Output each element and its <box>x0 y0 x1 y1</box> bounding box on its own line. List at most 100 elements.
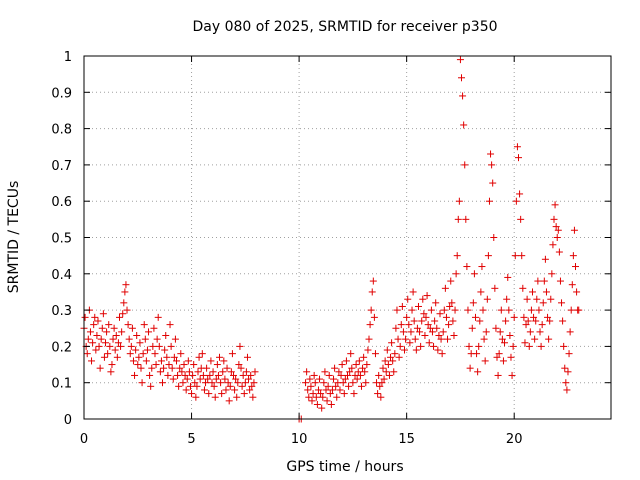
data-point <box>515 154 523 162</box>
data-point <box>320 379 328 387</box>
data-point <box>496 328 504 336</box>
data-point <box>485 197 493 205</box>
data-point <box>375 371 383 379</box>
data-point <box>482 328 490 336</box>
y-tick-label: 0 <box>64 413 72 428</box>
data-point <box>226 382 234 390</box>
data-point <box>313 400 321 408</box>
data-point <box>81 313 89 321</box>
data-point <box>451 306 459 314</box>
data-point <box>115 313 123 321</box>
y-tick-label: 0.7 <box>51 159 72 174</box>
data-point <box>434 346 442 354</box>
x-tick-label: 10 <box>291 432 308 447</box>
data-point <box>138 379 146 387</box>
data-point <box>352 361 360 369</box>
data-point <box>207 357 215 365</box>
data-point <box>491 284 499 292</box>
data-point <box>368 288 376 296</box>
data-point <box>495 350 503 358</box>
chart-title: Day 080 of 2025, SRMTID for receiver p35… <box>192 19 497 35</box>
data-point <box>168 364 176 372</box>
data-point <box>371 350 379 358</box>
data-point <box>510 313 518 321</box>
data-point <box>459 92 467 100</box>
data-point <box>394 335 402 343</box>
data-point <box>393 306 401 314</box>
data-point <box>524 317 532 325</box>
data-point <box>243 353 251 361</box>
data-point <box>107 368 115 376</box>
data-point <box>86 328 94 336</box>
data-point <box>209 368 217 376</box>
data-point <box>484 252 492 260</box>
data-point <box>420 310 428 318</box>
data-point <box>568 281 576 289</box>
data-point <box>532 317 540 325</box>
data-point <box>339 379 347 387</box>
data-point <box>528 288 536 296</box>
data-point <box>535 306 543 314</box>
data-point <box>565 350 573 358</box>
data-point <box>456 56 464 64</box>
data-point <box>411 335 419 343</box>
data-point <box>90 321 98 329</box>
data-point <box>453 252 461 260</box>
data-point <box>193 382 201 390</box>
data-point <box>328 386 336 394</box>
data-point <box>408 306 416 314</box>
data-point <box>549 241 557 249</box>
data-point <box>242 368 250 376</box>
data-point <box>136 339 144 347</box>
data-point <box>221 375 229 383</box>
data-point <box>195 353 203 361</box>
data-point <box>330 375 338 383</box>
data-point <box>106 342 114 350</box>
data-point <box>430 342 438 350</box>
data-point <box>190 361 198 369</box>
data-point <box>323 397 331 405</box>
data-point <box>249 393 257 401</box>
data-point <box>185 368 193 376</box>
data-point <box>382 368 390 376</box>
data-point <box>198 350 206 358</box>
data-point <box>563 386 571 394</box>
data-point <box>137 364 145 372</box>
data-point <box>312 393 320 401</box>
data-point <box>534 277 542 285</box>
data-point <box>109 335 117 343</box>
data-point <box>214 371 222 379</box>
data-point <box>404 295 412 303</box>
data-point <box>191 379 199 387</box>
data-point <box>348 364 356 372</box>
data-point <box>410 317 418 325</box>
data-point <box>154 313 162 321</box>
data-point <box>146 371 154 379</box>
data-point <box>202 379 210 387</box>
data-point <box>512 197 520 205</box>
data-point <box>150 324 158 332</box>
data-point <box>176 364 184 372</box>
data-point <box>97 335 105 343</box>
x-tick-labels: 0 5 10 15 20 <box>80 432 523 447</box>
y-tick-label: 0.8 <box>51 123 72 138</box>
data-point <box>555 248 563 256</box>
data-point <box>200 386 208 394</box>
data-point <box>103 328 111 336</box>
data-point <box>228 350 236 358</box>
data-point <box>433 324 441 332</box>
data-point <box>188 390 196 398</box>
data-point <box>98 324 106 332</box>
data-point <box>222 386 230 394</box>
data-points-layer <box>80 56 583 423</box>
data-point <box>387 353 395 361</box>
data-point <box>413 324 421 332</box>
data-point <box>508 371 516 379</box>
data-point <box>118 328 126 336</box>
data-point <box>213 361 221 369</box>
data-point <box>340 390 348 398</box>
data-point <box>241 379 249 387</box>
data-point <box>127 342 135 350</box>
data-point <box>183 375 191 383</box>
data-point <box>378 379 386 387</box>
